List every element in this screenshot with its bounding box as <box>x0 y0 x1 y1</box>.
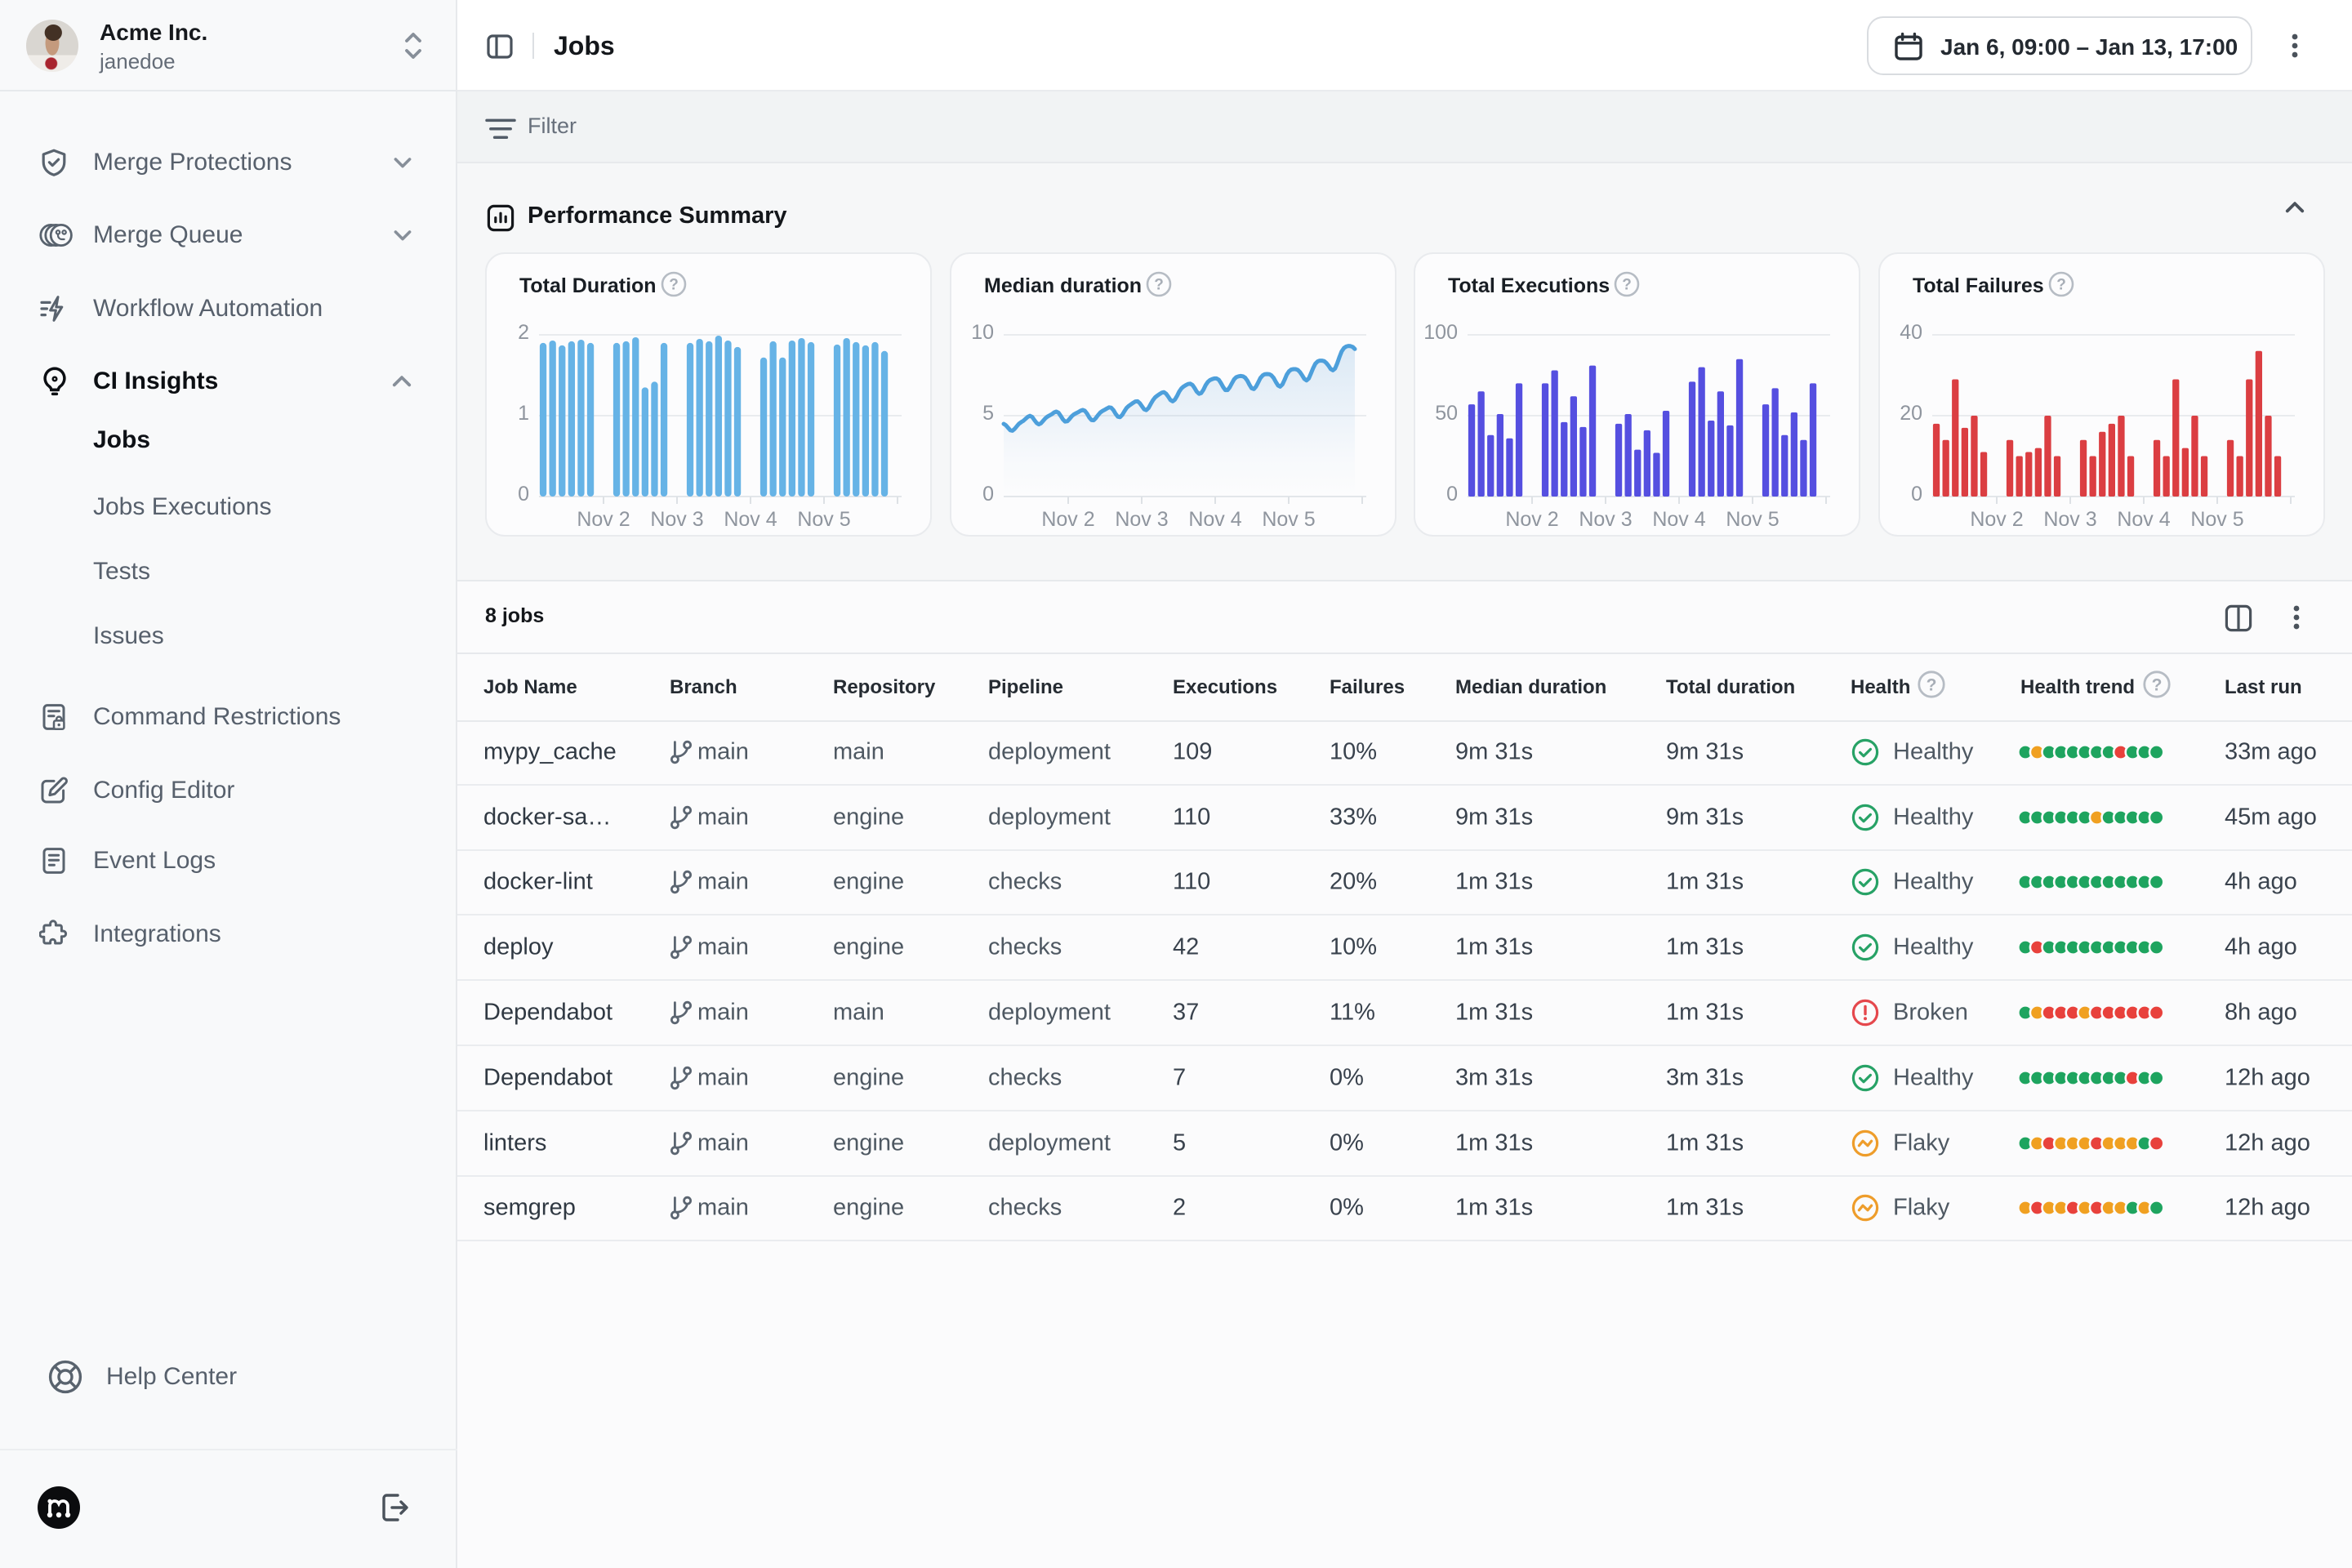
svg-text:Total Failures: Total Failures <box>1913 274 2044 297</box>
svg-text:Nov 2: Nov 2 <box>1506 508 1559 531</box>
svg-text:Nov 4: Nov 4 <box>724 508 777 531</box>
svg-text:100: 100 <box>1424 321 1459 344</box>
svg-text:?: ? <box>1623 277 1633 294</box>
svg-text:?: ? <box>2056 277 2066 294</box>
svg-text:2: 2 <box>518 321 529 344</box>
svg-text:Nov 2: Nov 2 <box>1970 508 2023 531</box>
svg-text:?: ? <box>1154 277 1164 294</box>
svg-text:Nov 5: Nov 5 <box>1262 508 1315 531</box>
svg-text:Nov 5: Nov 5 <box>797 508 850 531</box>
svg-text:0: 0 <box>1911 483 1922 506</box>
svg-text:Nov 3: Nov 3 <box>1115 508 1168 531</box>
svg-text:Total Duration: Total Duration <box>519 274 657 297</box>
svg-text:Nov 5: Nov 5 <box>1726 508 1780 531</box>
svg-text:40: 40 <box>1900 321 1922 344</box>
svg-text:5: 5 <box>982 402 994 425</box>
svg-text:Nov 4: Nov 4 <box>1653 508 1706 531</box>
svg-text:Nov 5: Nov 5 <box>2190 508 2243 531</box>
svg-text:?: ? <box>2152 675 2163 694</box>
svg-text:1: 1 <box>518 402 529 425</box>
svg-text:Nov 2: Nov 2 <box>577 508 630 531</box>
svg-text:Nov 3: Nov 3 <box>2043 508 2096 531</box>
svg-text:20: 20 <box>1900 402 1922 425</box>
svg-text:Nov 3: Nov 3 <box>1579 508 1633 531</box>
svg-text:Median duration: Median duration <box>984 274 1142 297</box>
svg-text:50: 50 <box>1436 402 1459 425</box>
svg-text:?: ? <box>669 277 679 294</box>
svg-text:0: 0 <box>518 483 529 506</box>
svg-text:Nov 2: Nov 2 <box>1041 508 1094 531</box>
svg-text:10: 10 <box>971 321 994 344</box>
svg-text:Nov 4: Nov 4 <box>2117 508 2170 531</box>
svg-text:Nov 3: Nov 3 <box>650 508 703 531</box>
svg-text:0: 0 <box>1446 483 1458 506</box>
svg-text:Total Executions: Total Executions <box>1448 274 1610 297</box>
svg-text:?: ? <box>1927 675 1937 694</box>
svg-text:0: 0 <box>982 483 994 506</box>
svg-text:Nov 4: Nov 4 <box>1188 508 1241 531</box>
